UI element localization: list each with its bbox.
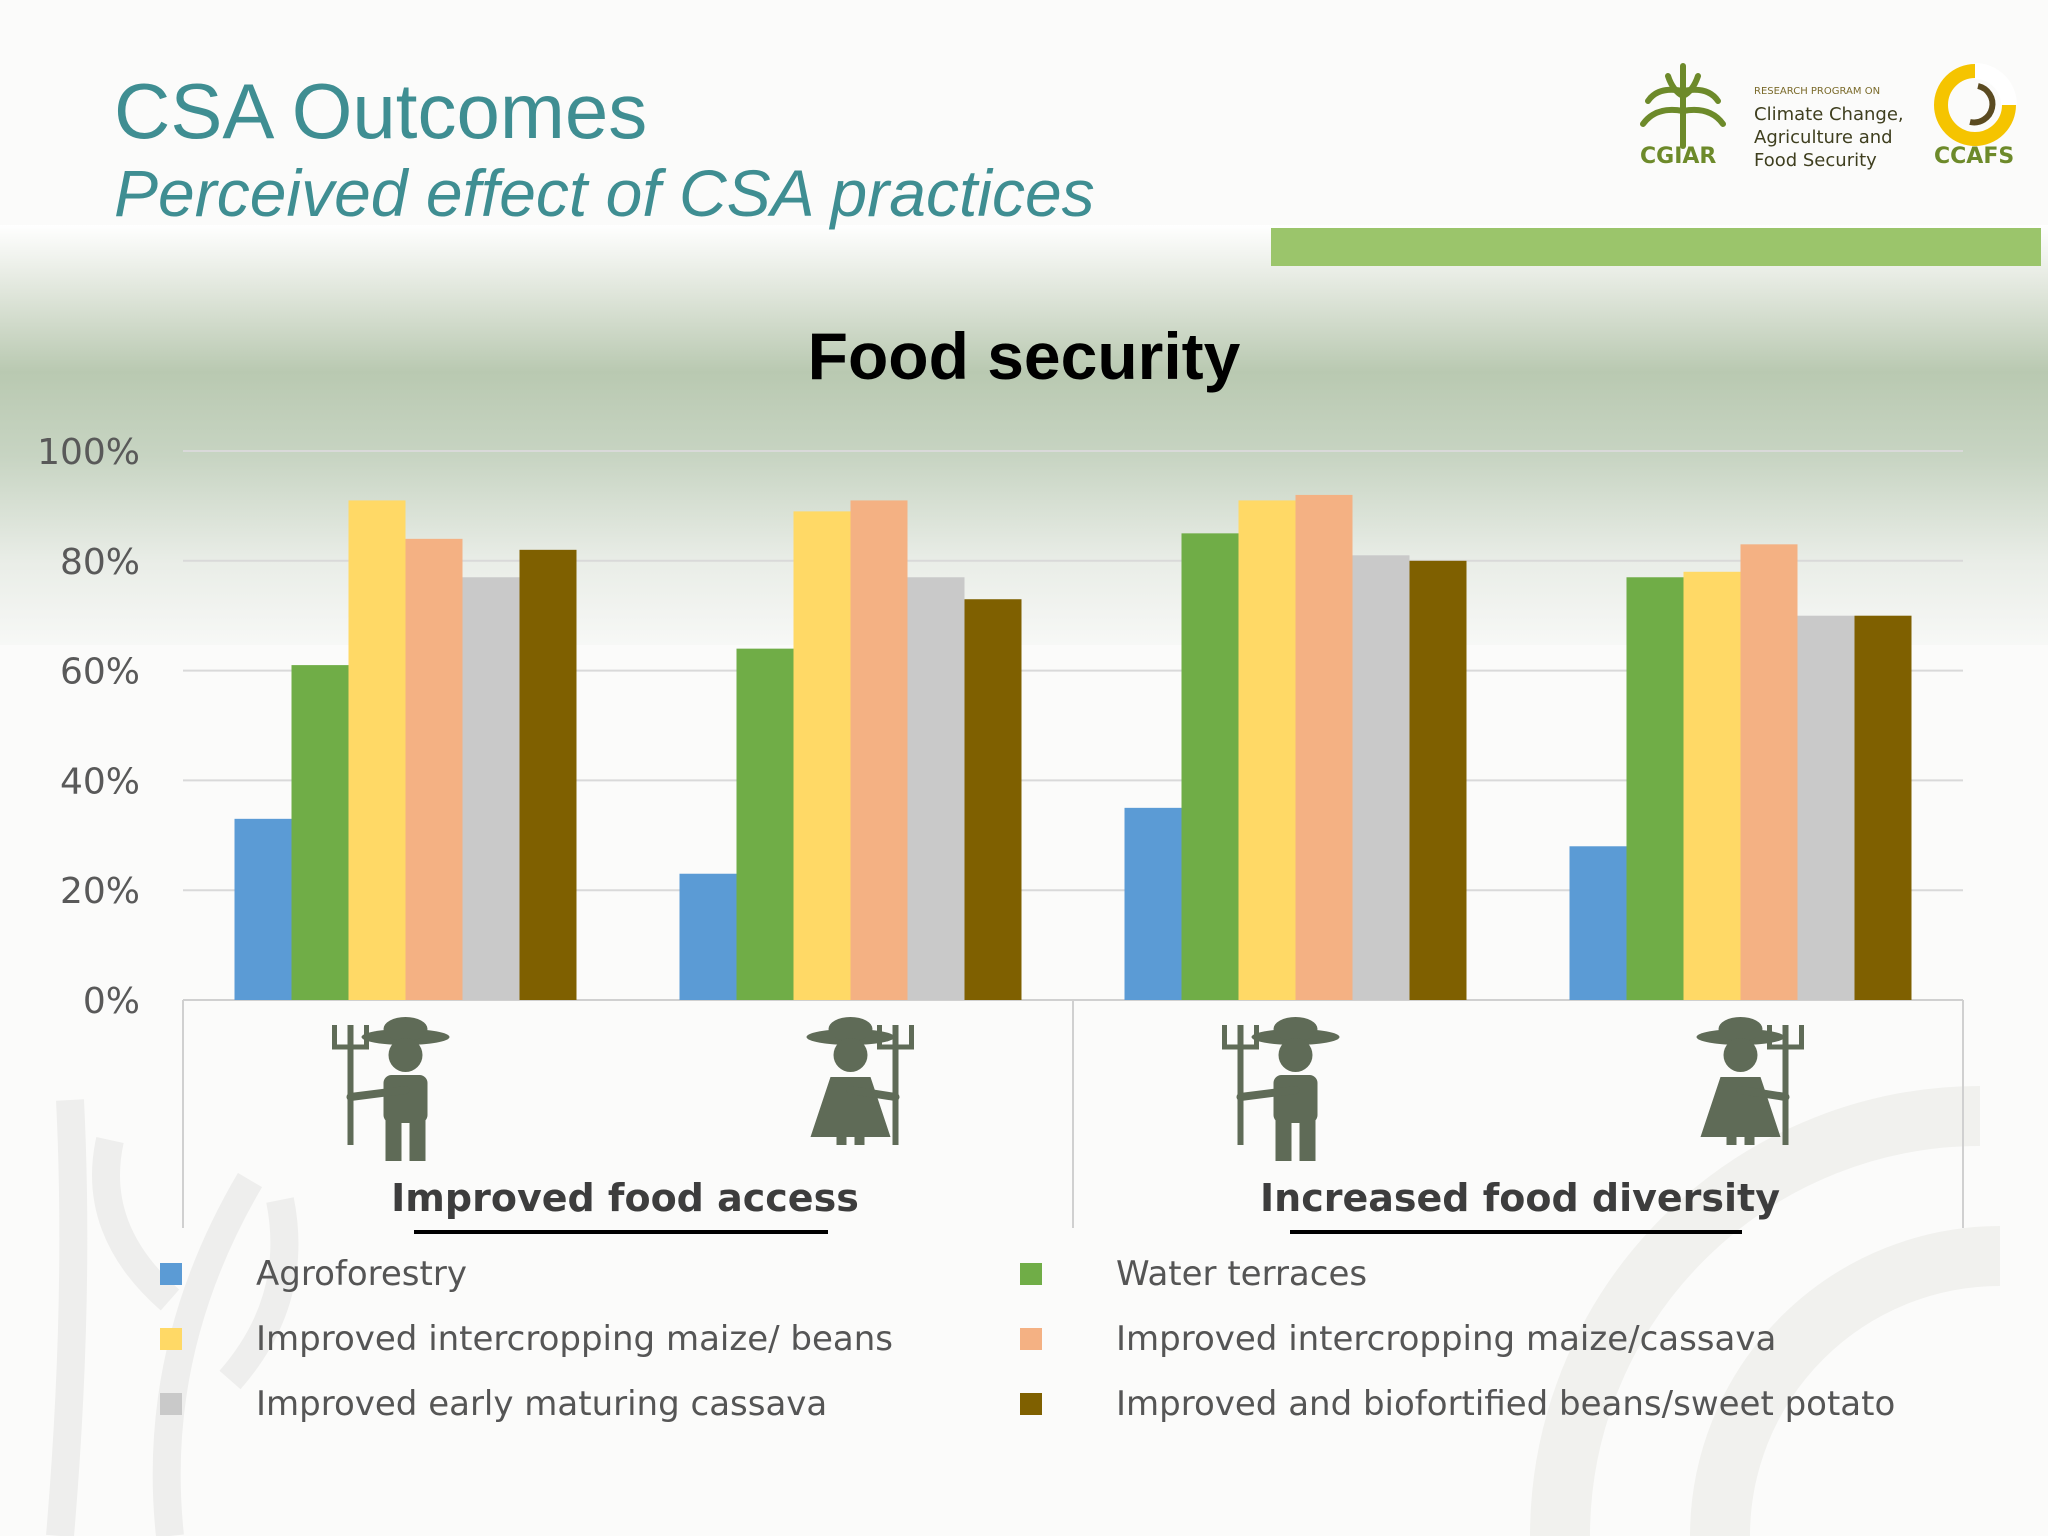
legend-label: Improved intercropping maize/ beans xyxy=(256,1319,893,1359)
legend-swatch xyxy=(1020,1393,1042,1415)
cgiar-label: CGIAR xyxy=(1640,144,1717,169)
y-tick-label: 0% xyxy=(83,981,140,1022)
legend-item: Water terraces xyxy=(1020,1254,1367,1294)
bar xyxy=(793,511,851,1000)
accent-bar xyxy=(1271,228,2041,266)
legend-swatch xyxy=(160,1328,182,1350)
male-farmer-icon xyxy=(332,1017,450,1161)
cgiar-wheat-icon xyxy=(1640,63,1726,149)
group-underline-food-access xyxy=(414,1230,828,1234)
ccafs-logo: CCAFS xyxy=(1930,60,2020,180)
legend-label: Improved intercropping maize/cassava xyxy=(1116,1319,1777,1359)
legend-label: Improved and biofortified beans/sweet po… xyxy=(1116,1384,1896,1424)
group-label-food-diversity: Increased food diversity xyxy=(1260,1176,1780,1220)
female-farmer-icon xyxy=(1696,1017,1804,1145)
bar xyxy=(1409,560,1467,1000)
legend-swatch xyxy=(1020,1328,1042,1350)
bar xyxy=(1683,571,1741,1000)
y-tick-label: 20% xyxy=(60,871,140,912)
bar xyxy=(1740,544,1798,1000)
cgiar-logo: CGIAR xyxy=(1628,56,1738,176)
program-line-3: Food Security xyxy=(1754,150,1877,171)
chart-title: Food security xyxy=(807,319,1241,393)
program-logo-text: RESEARCH PROGRAM ON Climate Change, Agri… xyxy=(1752,84,1932,184)
legend-swatch xyxy=(160,1263,182,1285)
decorative-wheat-watermark xyxy=(46,1099,299,1536)
bar xyxy=(1352,555,1410,1000)
group-underline-food-diversity xyxy=(1290,1230,1742,1234)
bar xyxy=(405,538,463,1000)
female-farmer-icon xyxy=(806,1017,914,1145)
bar xyxy=(679,873,737,1000)
slide-title: CSA Outcomes xyxy=(114,67,648,155)
bar xyxy=(348,500,406,1000)
legend-item: Improved intercropping maize/cassava xyxy=(1020,1319,1776,1359)
bar xyxy=(1797,615,1855,1000)
bar xyxy=(1238,500,1296,1000)
y-tick-label: 100% xyxy=(37,432,140,473)
program-line-1: Climate Change, xyxy=(1754,104,1904,125)
legend-item: Improved intercropping maize/ beans xyxy=(160,1319,893,1359)
ccafs-label: CCAFS xyxy=(1934,144,2015,169)
legend-item: Improved early maturing cassava xyxy=(160,1384,827,1424)
legend-swatch xyxy=(160,1393,182,1415)
bar xyxy=(291,665,349,1000)
bar xyxy=(964,599,1022,1000)
y-tick-label: 80% xyxy=(60,542,140,583)
group-label-food-access: Improved food access xyxy=(391,1176,859,1220)
slide-subtitle: Perceived effect of CSA practices xyxy=(114,156,1095,230)
bar xyxy=(1854,615,1912,1000)
male-farmer-icon xyxy=(1222,1017,1340,1161)
bar xyxy=(1181,533,1239,1000)
ccafs-circle-icon xyxy=(1934,63,2017,146)
bar xyxy=(1626,577,1684,1000)
bar xyxy=(1569,846,1627,1000)
legend-swatch xyxy=(1020,1263,1042,1285)
bar xyxy=(907,577,965,1000)
bar xyxy=(519,549,577,1000)
bar xyxy=(1124,807,1182,1000)
legend-item: Agroforestry xyxy=(160,1254,467,1294)
bar xyxy=(1295,494,1353,1000)
legend-item: Improved and biofortified beans/sweet po… xyxy=(1020,1384,1895,1424)
bar xyxy=(234,818,292,1000)
y-tick-label: 60% xyxy=(60,652,140,693)
decorative-arc-watermark xyxy=(1530,1086,2001,1536)
bar xyxy=(736,648,794,1000)
legend-label: Improved early maturing cassava xyxy=(256,1384,828,1424)
y-tick-label: 40% xyxy=(60,761,140,802)
legend-label: Water terraces xyxy=(1116,1254,1368,1294)
bar xyxy=(850,500,908,1000)
legend-label: Agroforestry xyxy=(256,1254,467,1294)
program-small-label: RESEARCH PROGRAM ON xyxy=(1754,86,1881,97)
program-line-2: Agriculture and xyxy=(1754,127,1893,148)
bar xyxy=(462,577,520,1000)
